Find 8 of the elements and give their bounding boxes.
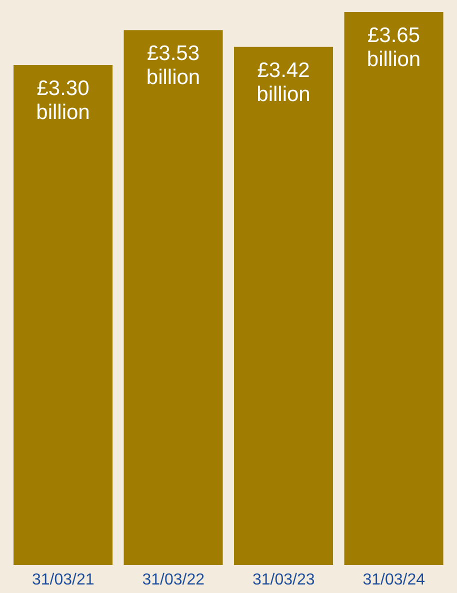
data-label: £3.65 billion xyxy=(366,24,421,71)
x-tick-label: 31/03/24 xyxy=(362,571,426,588)
data-label: £3.42 billion xyxy=(256,58,310,106)
x-tick-label: 31/03/23 xyxy=(252,571,315,588)
x-tick-label: 31/03/21 xyxy=(32,571,94,588)
data-label: £3.30 billion xyxy=(36,77,90,124)
data-label: £3.53 billion xyxy=(146,42,200,90)
x-tick-label: 31/03/22 xyxy=(142,571,205,588)
